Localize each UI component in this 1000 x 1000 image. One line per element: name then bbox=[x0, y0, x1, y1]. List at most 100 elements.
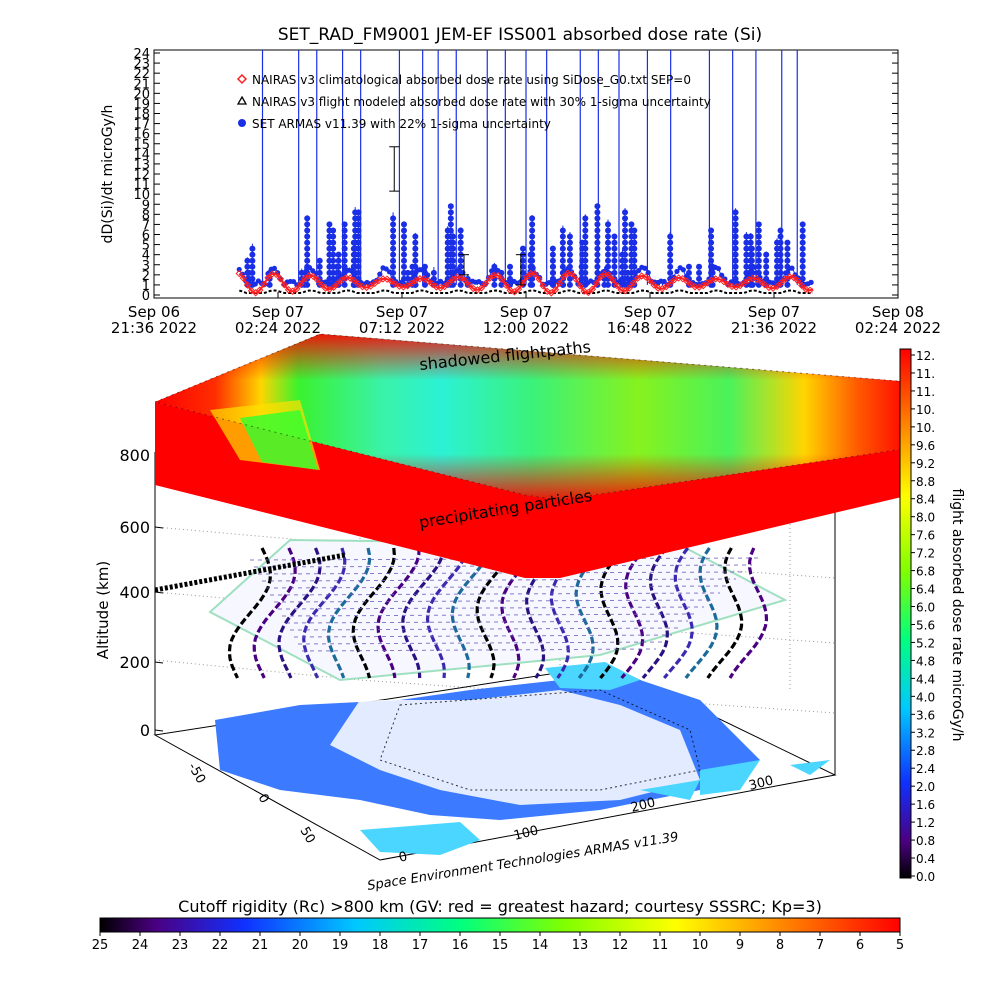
armas-point bbox=[559, 251, 566, 258]
climatological-point bbox=[600, 270, 609, 278]
armas-point bbox=[519, 257, 526, 264]
armas-point bbox=[743, 239, 750, 246]
y-tick-label: 15 bbox=[133, 138, 150, 153]
orbit-crosstrack bbox=[261, 578, 737, 582]
armas-point bbox=[350, 263, 357, 270]
y-tick-label: 16 bbox=[133, 128, 150, 143]
armas-point bbox=[249, 245, 256, 252]
armas-point bbox=[400, 257, 407, 264]
armas-point bbox=[457, 257, 464, 264]
armas-point bbox=[622, 239, 629, 246]
climatological-point bbox=[317, 280, 326, 289]
orbit-wave bbox=[252, 547, 297, 679]
armas-point bbox=[696, 263, 703, 270]
z-tick bbox=[154, 729, 164, 732]
climatological-point bbox=[477, 284, 486, 292]
orbit-wave bbox=[620, 546, 647, 680]
armas-point bbox=[799, 233, 806, 240]
armas-point bbox=[316, 257, 323, 264]
climatological-point bbox=[260, 280, 268, 288]
legend-label: NAIRAS v3 flight modeled absorbed dose r… bbox=[252, 95, 711, 109]
climatological-point bbox=[284, 286, 293, 294]
x-tick-label-time: 07:12 2022 bbox=[359, 319, 445, 337]
x-tick-label-time: 12:00 2022 bbox=[483, 319, 569, 337]
armas-point bbox=[449, 245, 456, 252]
armas-point bbox=[457, 245, 464, 252]
right-cb-tick-label: 11. bbox=[916, 385, 935, 399]
right-cb-tick-label: 2.8 bbox=[916, 744, 935, 758]
armas-point bbox=[449, 233, 456, 240]
armas-point bbox=[747, 239, 754, 246]
armas-point bbox=[732, 209, 739, 216]
armas-point bbox=[777, 269, 784, 276]
armas-point bbox=[350, 245, 357, 252]
armas-point bbox=[350, 257, 357, 264]
climatological-point bbox=[465, 280, 473, 289]
right-cb-tick-label: 9.2 bbox=[916, 457, 935, 471]
armas-point bbox=[680, 267, 686, 273]
armas-point bbox=[326, 227, 333, 234]
climatological-point bbox=[522, 273, 531, 281]
lat-tick-label: 50 bbox=[297, 825, 318, 847]
armas-point bbox=[763, 263, 770, 270]
armas-point bbox=[582, 215, 589, 222]
climatological-point bbox=[313, 276, 321, 284]
armas-point bbox=[708, 251, 715, 258]
bottom-colorbar-fill bbox=[99, 917, 901, 933]
armas-point bbox=[271, 265, 277, 271]
bottom-cb-tick-label: 9 bbox=[736, 938, 744, 953]
armas-point bbox=[622, 227, 629, 234]
armas-point bbox=[622, 233, 629, 240]
armas-point bbox=[743, 263, 750, 270]
armas-point bbox=[457, 239, 464, 246]
armas-point bbox=[696, 275, 703, 282]
orbit-crosstrack bbox=[265, 585, 729, 589]
armas-point bbox=[447, 227, 454, 234]
x-tick-label-time: 16:48 2022 bbox=[607, 319, 693, 337]
y-tick-label: 8 bbox=[142, 208, 150, 223]
armas-point bbox=[529, 245, 536, 252]
bottom-cb-tick-label: 6 bbox=[856, 938, 864, 953]
armas-point bbox=[304, 215, 311, 222]
bottom-cb-tick-label: 21 bbox=[252, 938, 269, 953]
climatological-point bbox=[551, 286, 560, 294]
armas-point bbox=[755, 239, 762, 246]
armas-point bbox=[594, 221, 601, 228]
bottom-cb-tick-label: 12 bbox=[612, 938, 629, 953]
armas-point bbox=[582, 251, 589, 258]
dose-rate-timeseries: 0123456789101112131415161718192021222324… bbox=[100, 47, 941, 337]
climatological-point bbox=[535, 275, 543, 283]
lat-tick-label: 0 bbox=[255, 792, 272, 807]
armas-point bbox=[732, 233, 739, 240]
armas-point bbox=[732, 215, 739, 222]
y-tick-label: 1 bbox=[142, 279, 150, 294]
climatological-point bbox=[243, 281, 252, 289]
armas-point bbox=[400, 263, 407, 270]
armas-point bbox=[622, 251, 629, 258]
orbit-crosstrack bbox=[297, 641, 665, 645]
lon-tick-label: 300 bbox=[747, 773, 775, 794]
armas-point bbox=[529, 239, 536, 246]
armas-point bbox=[350, 251, 357, 258]
armas-point bbox=[351, 272, 357, 278]
armas-point bbox=[341, 257, 348, 264]
climatological-point bbox=[510, 288, 519, 296]
armas-point bbox=[390, 227, 397, 234]
armas-point bbox=[412, 251, 419, 258]
y-tick-label: 21 bbox=[133, 77, 150, 92]
armas-point bbox=[326, 233, 333, 240]
armas-point bbox=[549, 269, 556, 276]
armas-point bbox=[578, 263, 585, 270]
climatological-point bbox=[481, 279, 490, 288]
climatological-point bbox=[239, 274, 248, 282]
armas-point bbox=[685, 263, 692, 270]
right-cb-tick-label: 11. bbox=[916, 367, 935, 381]
armas-point bbox=[755, 263, 762, 270]
armas-point bbox=[412, 233, 419, 240]
right-cb-tick-label: 6.8 bbox=[916, 565, 935, 579]
armas-point bbox=[449, 263, 456, 270]
bottom-cb-tick-label: 8 bbox=[776, 938, 784, 953]
climatological-point bbox=[293, 285, 301, 293]
orbit-wave bbox=[326, 547, 372, 679]
